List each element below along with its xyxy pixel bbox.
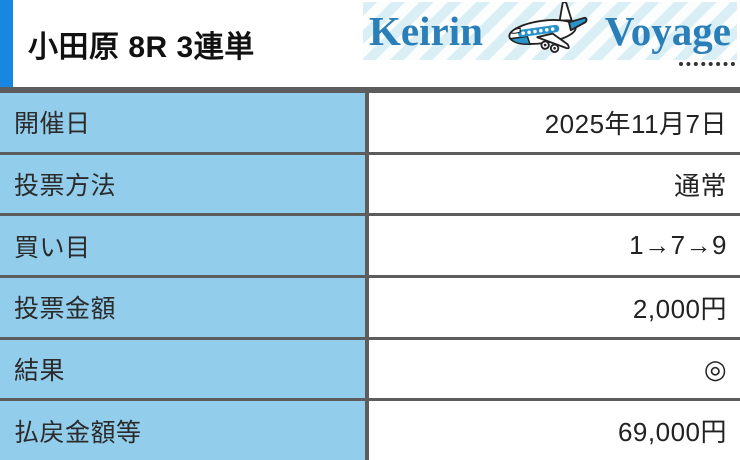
bet-detail-table: 開催日 2025年11月7日 投票方法 通常 買い目 1→7→9 投票金額 2,… [0, 93, 740, 460]
row-value: 1→7→9 [369, 216, 740, 276]
header-divider [0, 87, 740, 93]
row-label: 投票金額 [0, 278, 369, 337]
logo-word-right: Voyage [604, 7, 731, 54]
header: 小田原 8R 3連単 Keirin [0, 0, 740, 87]
page-title: 小田原 8R 3連単 [28, 30, 255, 64]
logo-word-left: Keirin [369, 7, 483, 54]
table-row-method: 投票方法 通常 [0, 154, 740, 217]
row-label: 買い目 [0, 216, 369, 276]
accent-bar [0, 0, 13, 87]
row-value: 通常 [369, 154, 740, 214]
row-value: 2025年11月7日 [369, 93, 740, 152]
logo-dotted-underline [679, 62, 735, 66]
row-value: 2,000円 [369, 278, 740, 337]
row-label: 結果 [0, 339, 369, 399]
row-value: 69,000円 [369, 401, 740, 460]
table-row-payout: 払戻金額等 69,000円 [0, 401, 740, 460]
row-label: 開催日 [0, 93, 369, 152]
table-row-result: 結果 ◎ [0, 339, 740, 402]
table-row-date: 開催日 2025年11月7日 [0, 93, 740, 155]
row-label: 投票方法 [0, 154, 369, 214]
airplane-icon [485, 2, 603, 60]
table-row-selection: 買い目 1→7→9 [0, 216, 740, 279]
keirin-voyage-logo[interactable]: Keirin [363, 2, 737, 60]
table-row-amount: 投票金額 2,000円 [0, 278, 740, 340]
result-mark: ◎ [369, 339, 740, 399]
row-label: 払戻金額等 [0, 401, 369, 460]
